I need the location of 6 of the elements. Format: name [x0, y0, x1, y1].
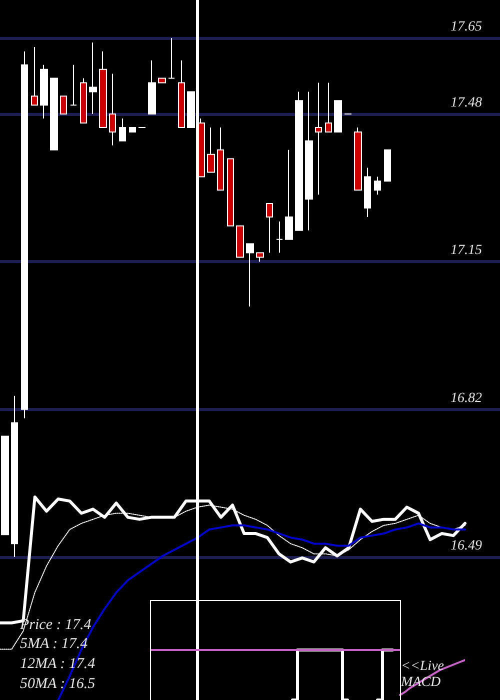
y-tick-label: 17.15: [450, 243, 482, 258]
y-tick-label: 16.49: [450, 538, 482, 554]
y-tick-label: 17.48: [450, 96, 482, 111]
y-tick-label: 17.65: [450, 20, 482, 34]
y-tick-label: 16.82: [450, 390, 482, 406]
annotation: 50MA : 16.5: [20, 676, 96, 692]
